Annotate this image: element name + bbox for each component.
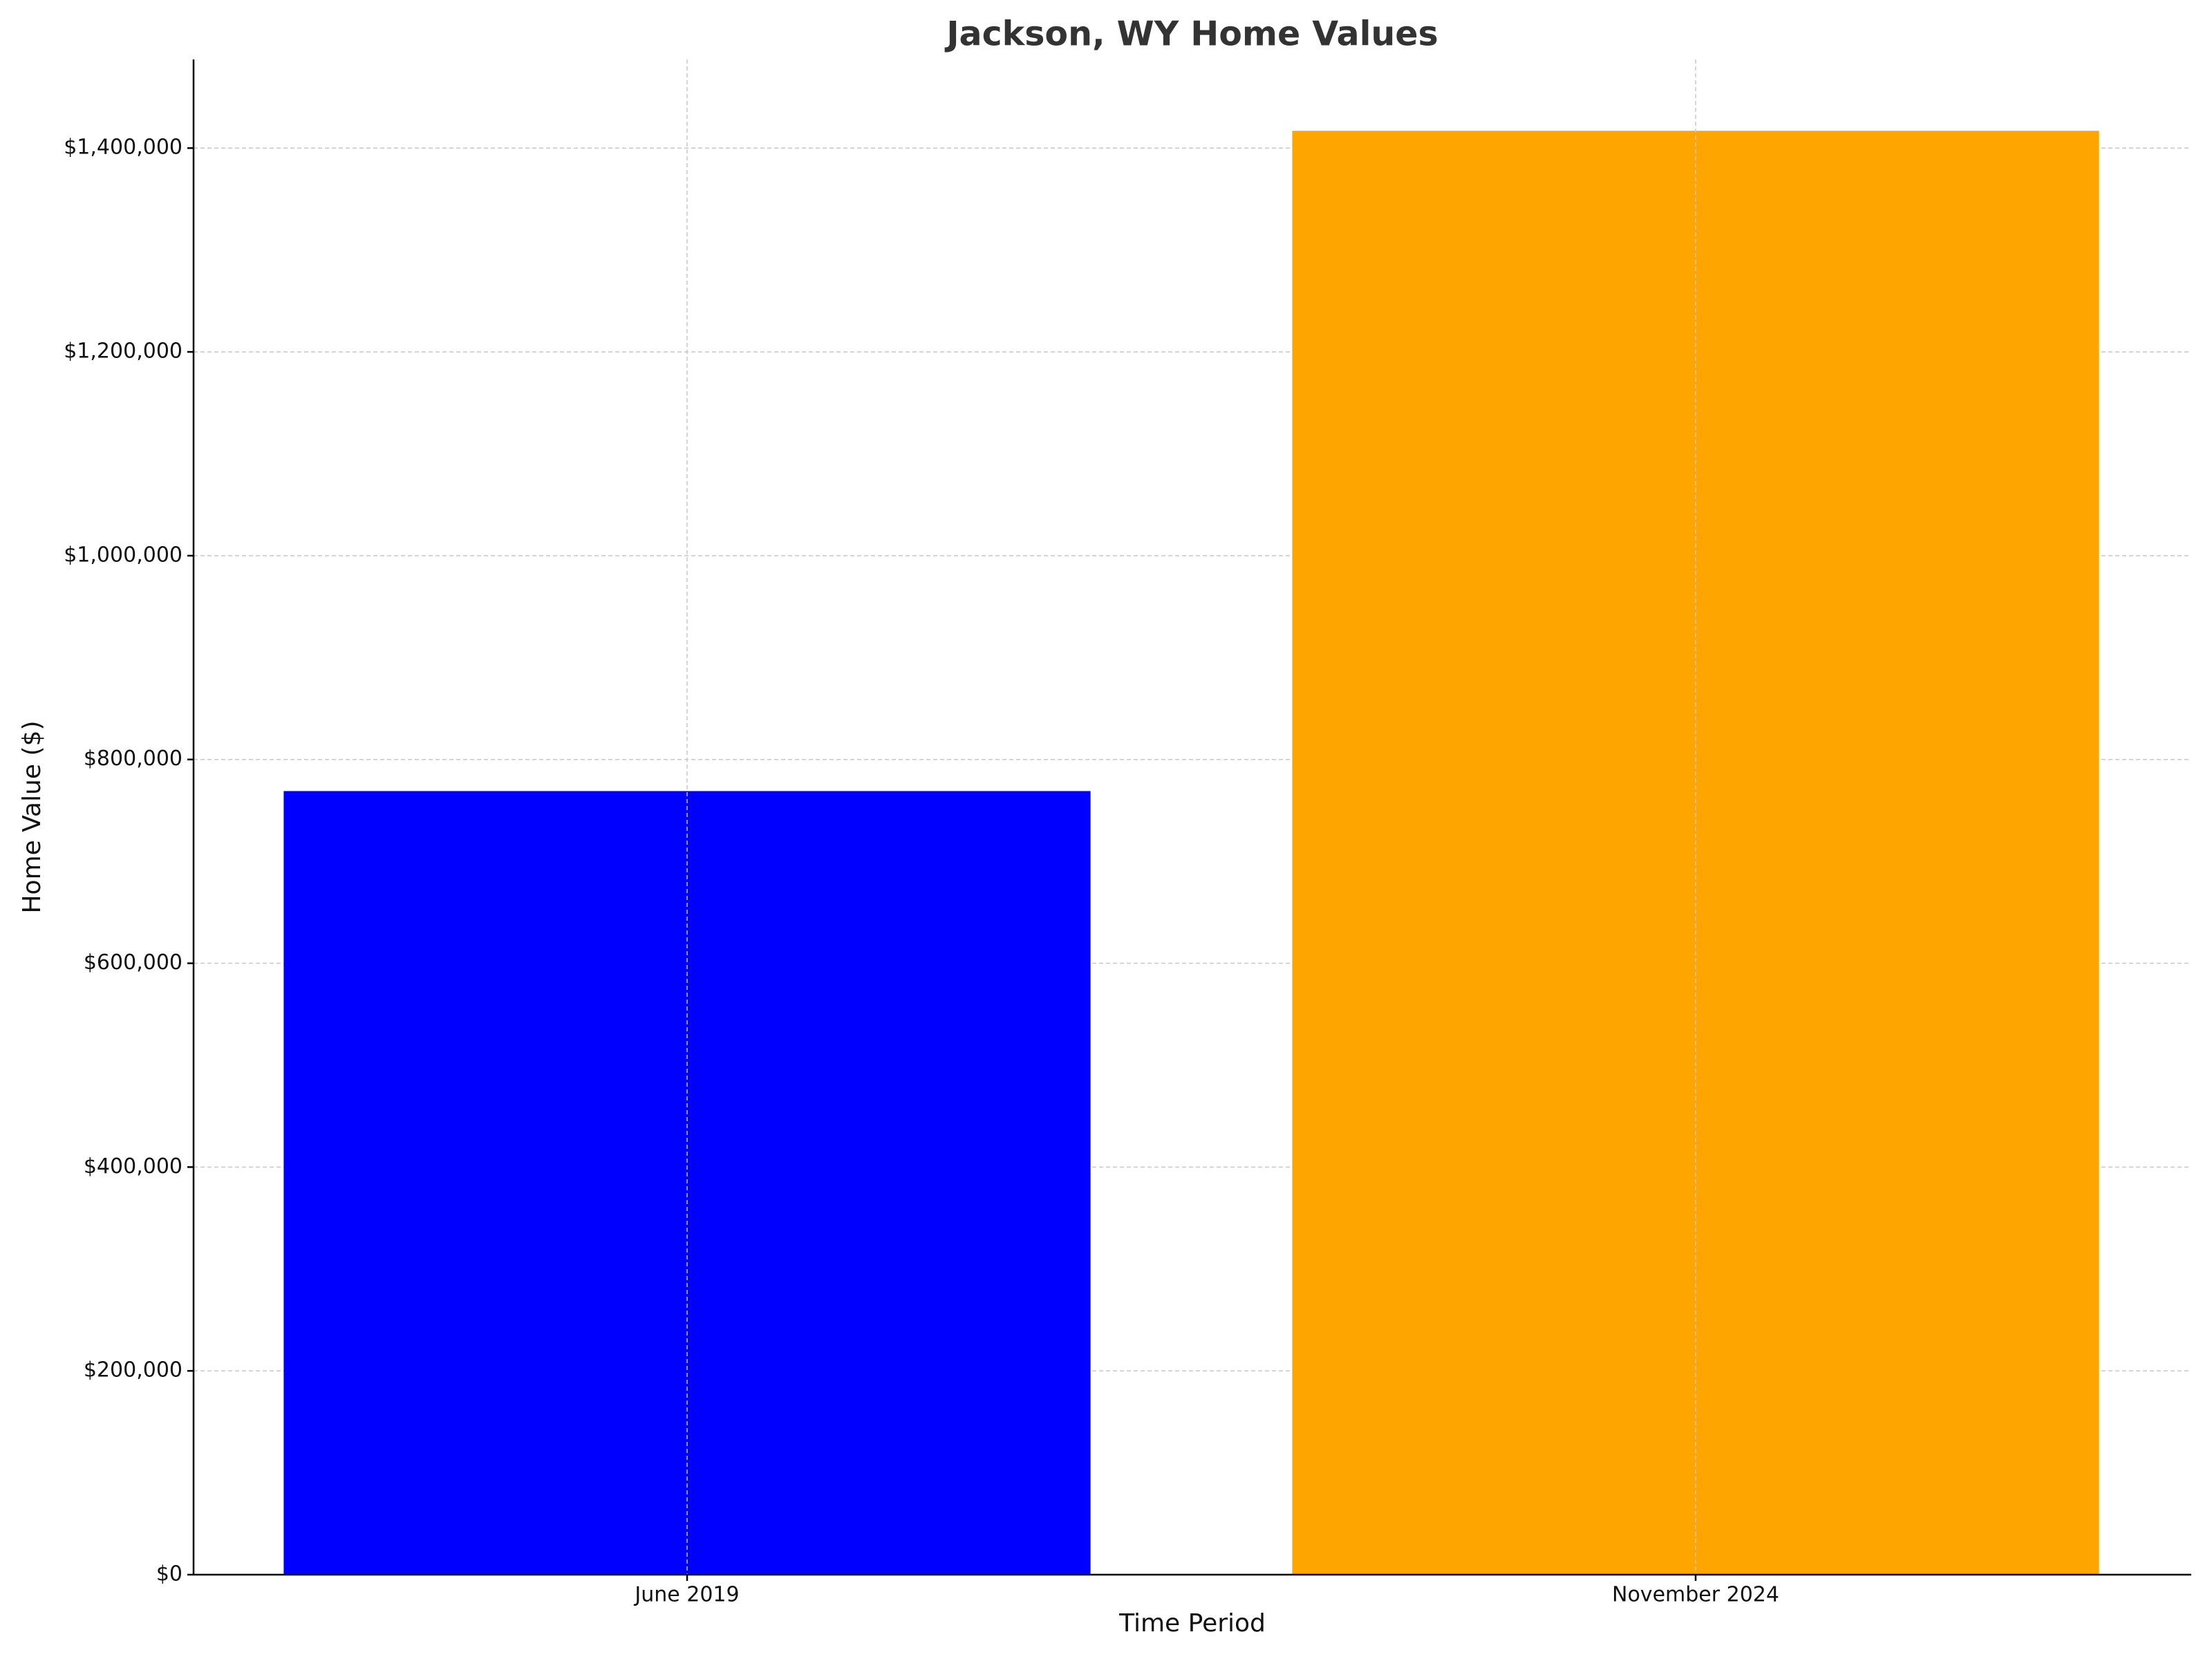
y-tick-label: $1,200,000 bbox=[64, 339, 182, 364]
y-tick-label: $800,000 bbox=[84, 747, 182, 771]
bar bbox=[1292, 131, 2099, 1575]
y-tick-label: $1,000,000 bbox=[64, 543, 182, 567]
y-tick-label: $0 bbox=[156, 1562, 182, 1586]
x-axis-label: Time Period bbox=[1118, 1609, 1266, 1638]
y-tick-label: $1,400,000 bbox=[64, 135, 182, 160]
y-tick-label: $600,000 bbox=[84, 950, 182, 975]
y-tick-label: $400,000 bbox=[84, 1154, 182, 1179]
y-tick-label: $200,000 bbox=[84, 1358, 182, 1382]
y-axis-label: Home Value ($) bbox=[18, 720, 46, 913]
x-tick-label: June 2019 bbox=[633, 1583, 739, 1607]
x-tick-label: November 2024 bbox=[1612, 1583, 1779, 1607]
chart-title: Jackson, WY Home Values bbox=[944, 15, 1438, 54]
